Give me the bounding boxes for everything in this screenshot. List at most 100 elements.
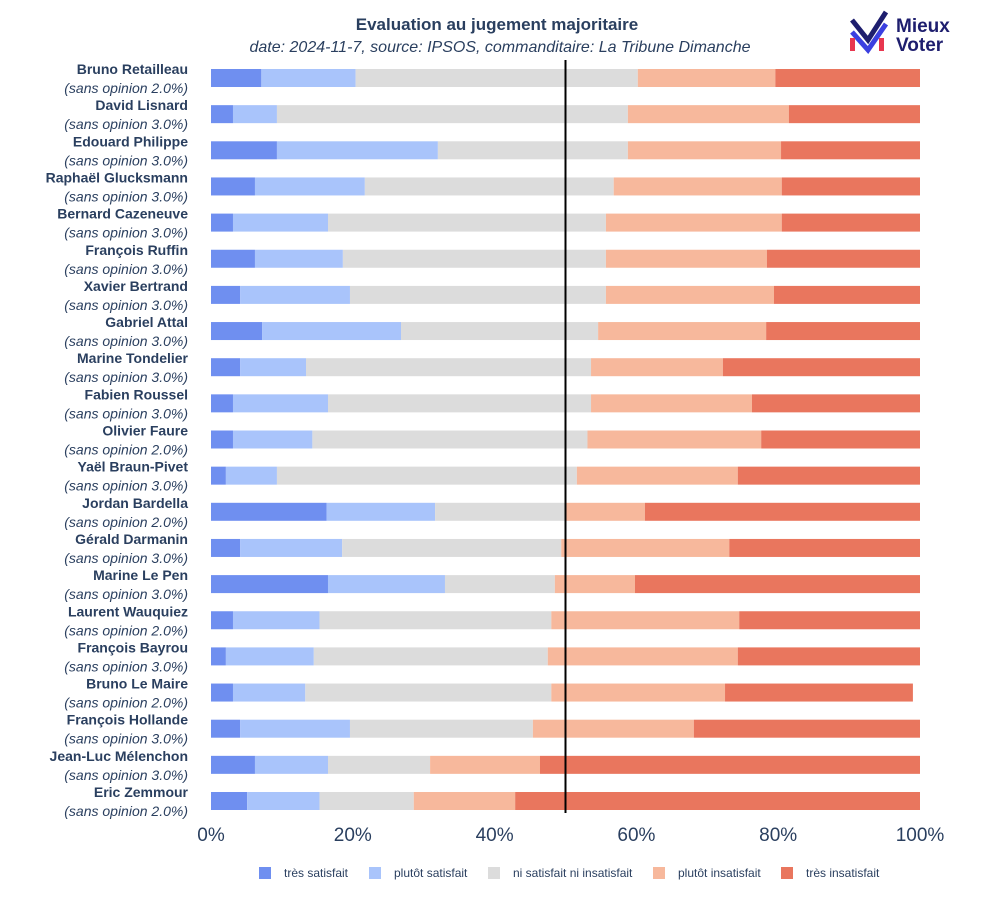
bar-segment [254, 177, 365, 196]
candidate-name: Eric Zemmour [94, 784, 189, 800]
bar-segment [766, 322, 920, 341]
sans-opinion-label: (sans opinion 3.0%) [64, 478, 188, 494]
logo-mark-icon [850, 10, 889, 55]
bar-segment [211, 611, 233, 630]
bar-segment [254, 755, 328, 774]
bar-segment [349, 719, 533, 738]
mieux-voter-logo: Mieux Voter [850, 10, 950, 56]
bar-segment [211, 249, 255, 268]
bar-segment [232, 611, 320, 630]
bar-segment [342, 249, 606, 268]
bar-segment [225, 647, 314, 666]
candidate-name: François Ruffin [85, 242, 188, 258]
bar-segment [634, 575, 920, 594]
legend-swatch [369, 867, 381, 879]
x-axis-ticks: 0% 20% 40% 60% 80% 100% [197, 825, 944, 846]
bar-segment [211, 177, 255, 196]
bar-segment [240, 719, 350, 738]
bar-segment [232, 430, 313, 449]
bar-segment [637, 69, 776, 87]
bar-segment [211, 502, 327, 521]
bar-segment [605, 249, 767, 268]
candidate-name: François Hollande [67, 712, 189, 728]
bar-segment [211, 69, 262, 87]
bar-segment [781, 141, 920, 160]
bar-segment [327, 213, 606, 232]
bar-segment [435, 502, 566, 521]
bar-segment [211, 575, 328, 594]
bar-segment [312, 430, 588, 449]
bar-segment [276, 466, 577, 485]
x-tick-label: 20% [334, 825, 372, 846]
bar-segment [342, 538, 562, 557]
bar-segment [211, 358, 241, 377]
bar-segment [276, 105, 628, 124]
sans-opinion-label: (sans opinion 3.0%) [64, 405, 188, 421]
bar-segment [327, 755, 431, 774]
logo-text-line1: Mieux [896, 16, 950, 37]
sans-opinion-label: (sans opinion 3.0%) [64, 152, 188, 168]
bar-segment [211, 430, 233, 449]
candidate-name: Olivier Faure [102, 423, 188, 439]
sans-opinion-label: (sans opinion 3.0%) [64, 297, 188, 313]
logo-text-line2: Voter [896, 35, 944, 56]
bar-segment [413, 792, 516, 810]
candidate-name: Xavier Bertrand [84, 278, 188, 294]
sans-opinion-label: (sans opinion 2.0%) [64, 803, 188, 819]
sans-opinion-label: (sans opinion 3.0%) [64, 333, 188, 349]
x-tick-label: 80% [759, 825, 797, 846]
sans-opinion-label: (sans opinion 2.0%) [64, 442, 188, 458]
sans-opinion-label: (sans opinion 3.0%) [64, 586, 188, 602]
bar-segment [327, 394, 592, 413]
chart-subtitle: date: 2024-11-7, source: IPSOS, commandi… [250, 39, 751, 56]
bar-segment [211, 213, 233, 232]
legend-label: très satisfait [284, 866, 349, 880]
legend-swatch [653, 867, 665, 879]
bar-segment [232, 213, 328, 232]
legend-label: très insatisfait [806, 866, 880, 880]
candidate-name: Bernard Cazeneuve [57, 206, 188, 222]
bar-segment [319, 611, 552, 630]
bar-segment [240, 538, 343, 557]
x-tick-label: 100% [896, 825, 945, 846]
bar-segment [781, 177, 920, 196]
bar-segment [225, 466, 277, 485]
bar-segment [613, 177, 782, 196]
bar-segment [364, 177, 614, 196]
bar-segment [211, 466, 226, 485]
bar-segment [627, 141, 782, 160]
bar-segment [211, 792, 248, 810]
bar-segment [211, 755, 255, 774]
bar-segment [722, 358, 920, 377]
candidate-name: François Bayrou [78, 639, 188, 655]
bar-segment [211, 105, 233, 124]
candidate-name: Jean-Luc Mélenchon [50, 748, 188, 764]
sans-opinion-label: (sans opinion 2.0%) [64, 622, 188, 638]
bar-segment [775, 69, 920, 87]
bar-segment [319, 792, 414, 810]
bar-segment [211, 322, 263, 341]
chart-title: Evaluation au jugement majoritaire [356, 15, 638, 34]
x-tick-label: 60% [617, 825, 655, 846]
x-tick-label: 0% [197, 825, 225, 846]
bar-segment [605, 213, 782, 232]
bar-segment [591, 358, 723, 377]
sans-opinion-label: (sans opinion 3.0%) [64, 767, 188, 783]
candidate-name: Yaël Braun-Pivet [78, 459, 189, 475]
bar-segment [211, 538, 241, 557]
bar-segment [232, 683, 306, 702]
bar-segment [725, 683, 913, 702]
bar-segment [261, 69, 356, 87]
sans-opinion-label: (sans opinion 3.0%) [64, 188, 188, 204]
bar-segment [305, 683, 552, 702]
legend-swatch [488, 867, 500, 879]
bar-segment [587, 430, 762, 449]
bar-segment [211, 141, 277, 160]
legend-label: plutôt satisfait [394, 866, 468, 880]
bar-segment [349, 285, 606, 304]
bar-segment [576, 466, 738, 485]
bar-segment [565, 502, 645, 521]
bar-segment [211, 394, 233, 413]
bar-segment [355, 69, 638, 87]
bar-segment [788, 105, 920, 124]
